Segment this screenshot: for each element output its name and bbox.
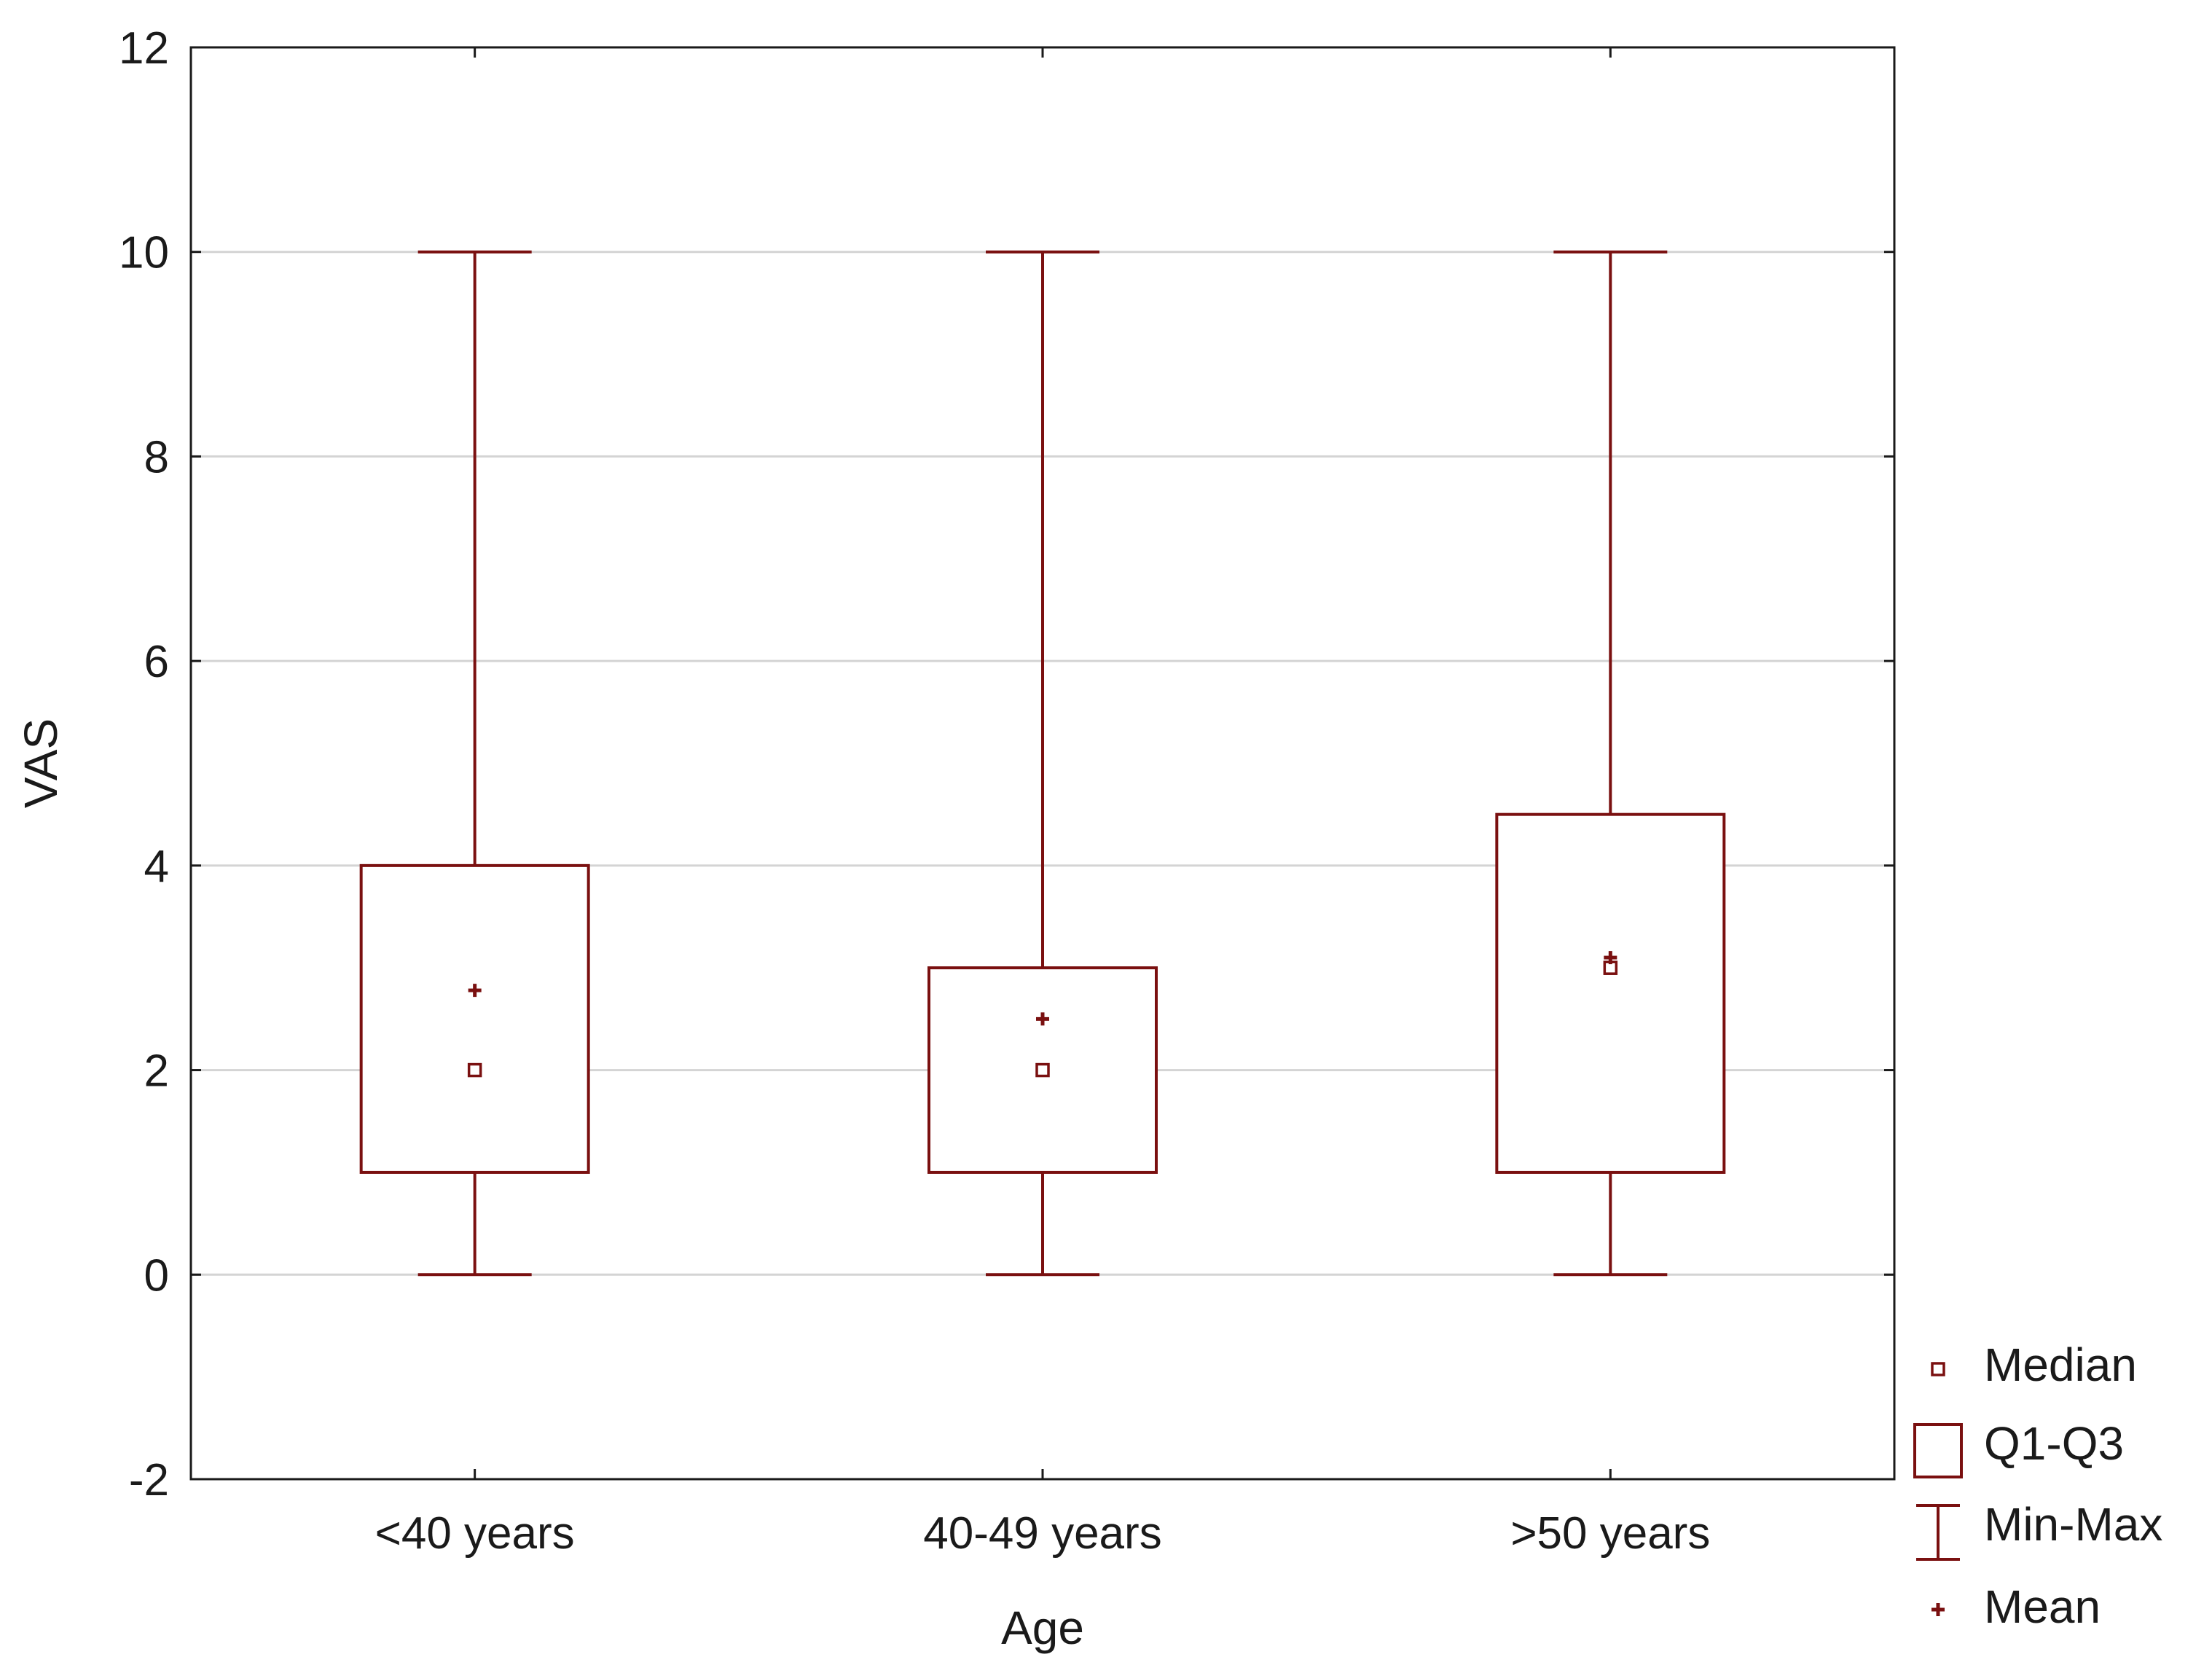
x-tick-label: >50 years <box>1510 1508 1710 1559</box>
y-tick-label: 0 <box>144 1250 169 1301</box>
legend-median-swatch <box>1931 1362 1945 1376</box>
box-2 <box>1495 250 1726 1277</box>
y-tick-label: -2 <box>129 1455 169 1505</box>
y-tick-label: 10 <box>119 228 169 278</box>
mean-marker <box>1604 951 1617 965</box>
box-1 <box>927 250 1158 1277</box>
legend-label: Median <box>1984 1339 2137 1391</box>
x-axis: <40 years 40-49 years >50 years <box>375 47 1710 1559</box>
legend-item-median: Median <box>1931 1339 2137 1391</box>
y-axis: -2 0 2 4 6 8 10 12 <box>119 23 1894 1505</box>
iqr-box <box>359 863 590 1174</box>
iqr-box <box>1495 812 1726 1174</box>
y-tick-label: 6 <box>144 637 169 687</box>
mean-marker <box>1036 1012 1049 1026</box>
box-0 <box>359 250 590 1277</box>
median-marker <box>467 1062 482 1078</box>
x-tick-label: 40-49 years <box>923 1508 1161 1559</box>
legend-mean-swatch <box>1931 1603 1945 1616</box>
mean-marker <box>468 984 482 998</box>
legend-label: Q1-Q3 <box>1984 1417 2124 1470</box>
legend: Median Q1-Q3 Min-Max Mean <box>1913 1339 2162 1633</box>
y-tick-label: 8 <box>144 432 169 482</box>
iqr-box <box>927 966 1158 1174</box>
y-tick-label: 4 <box>144 842 169 892</box>
legend-whisker-swatch <box>1916 1504 1960 1561</box>
median-marker <box>1035 1062 1050 1078</box>
y-tick-label: 12 <box>119 23 169 74</box>
legend-item-box: Q1-Q3 <box>1913 1417 2124 1478</box>
legend-label: Mean <box>1984 1580 2101 1633</box>
legend-item-whisker: Min-Max <box>1916 1498 2162 1561</box>
legend-label: Min-Max <box>1984 1498 2162 1551</box>
x-axis-label: Age <box>1001 1602 1084 1654</box>
legend-box-swatch <box>1913 1423 1963 1478</box>
box-plot-series <box>359 250 1726 1277</box>
y-axis-label: VAS <box>15 718 67 808</box>
x-tick-label: <40 years <box>375 1508 575 1559</box>
y-tick-label: 2 <box>144 1046 169 1097</box>
legend-item-mean: Mean <box>1931 1580 2101 1633</box>
